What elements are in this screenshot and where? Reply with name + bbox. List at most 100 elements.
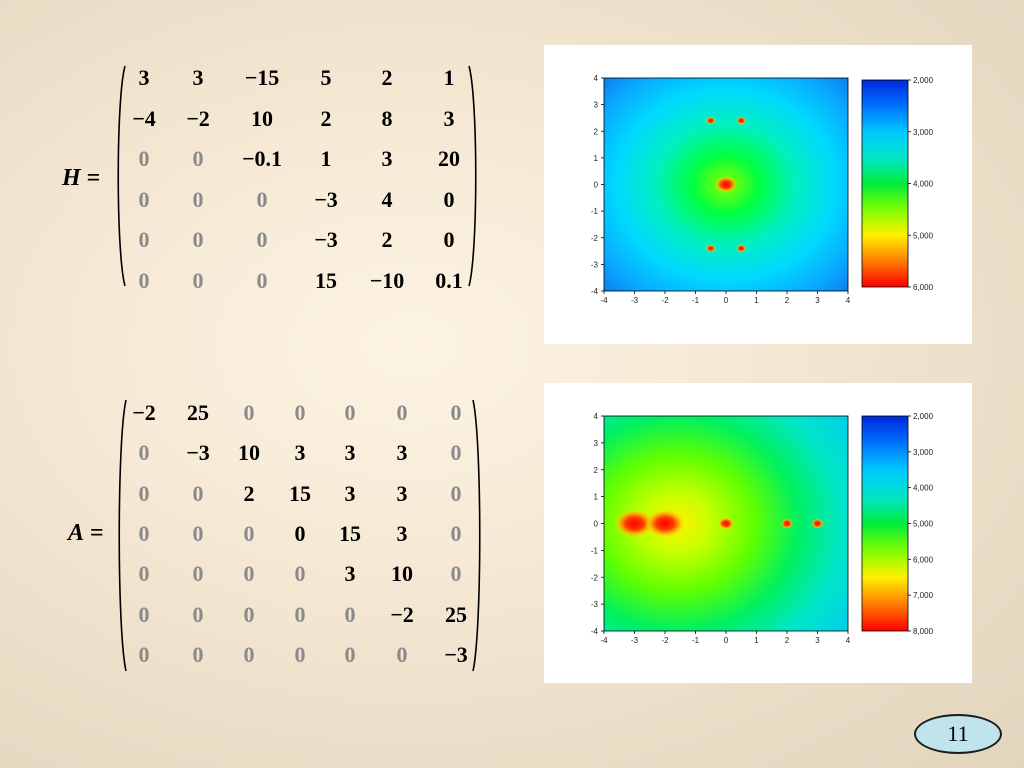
colorbar-label: 3,000 — [913, 128, 934, 137]
matrix-cell: 15 — [315, 268, 337, 293]
colorbar-label: 4,000 — [913, 484, 934, 493]
x-tick-label: -4 — [600, 296, 608, 305]
heatmap-chart-h: -4 -3 -2 -1 0 1 2 3 4 4 3 2 1 0 -1 -2 -3 -4 2,000 3,000 4,00… — [591, 74, 934, 305]
matrix-cell: 0 — [138, 601, 150, 627]
x-tick-label: 0 — [724, 296, 729, 305]
matrix-cell: 0 — [344, 641, 356, 667]
x-tick-label: 2 — [785, 296, 790, 305]
matrix-cell: 3 — [396, 480, 408, 506]
matrix-cell: 0 — [138, 520, 150, 546]
heatmap-peak — [811, 518, 824, 529]
matrix-cell: 0 — [256, 227, 268, 253]
colorbar — [861, 415, 909, 632]
matrix-cell: 0 — [256, 186, 268, 212]
x-tick-label: 3 — [815, 296, 820, 305]
y-tick-label: 1 — [594, 493, 599, 502]
matrix-cell: 0 — [450, 480, 462, 506]
matrix-cell: 10 — [251, 105, 273, 131]
matrix-cell: 0 — [443, 186, 455, 212]
equals-sign: = — [84, 520, 104, 546]
colorbar-label: 8,000 — [913, 627, 934, 636]
x-tick-label: 3 — [815, 636, 820, 645]
matrix-cell: 1 — [320, 146, 332, 172]
matrix-cell: 0 — [192, 601, 204, 627]
y-tick-label: -2 — [591, 573, 599, 582]
matrix-cell: −2 — [132, 400, 156, 425]
matrix-cell: 0 — [138, 561, 150, 587]
matrix-cell: 3 — [138, 65, 150, 90]
heatmap-peak — [781, 518, 793, 529]
heatmap-peak — [705, 244, 716, 253]
right-parenthesis — [472, 399, 481, 672]
y-tick-label: 3 — [594, 101, 599, 110]
matrix-cell: 0 — [138, 641, 150, 667]
matrix-cell: 5 — [320, 65, 332, 90]
y-tick-label: -1 — [591, 207, 599, 216]
matrix-variable: A — [68, 520, 85, 546]
x-tick-label: 2 — [785, 636, 790, 645]
colorbar-label: 2,000 — [913, 412, 934, 421]
colorbar-label: 6,000 — [913, 555, 934, 564]
x-tick-label: -1 — [692, 636, 700, 645]
matrix-cell: 0 — [243, 561, 255, 587]
matrix-cell: 25 — [187, 400, 209, 425]
colorbar-label: 5,000 — [913, 231, 934, 240]
heatmap-peak — [718, 517, 734, 530]
matrix-cell: 15 — [339, 520, 361, 546]
matrix-cell: 0 — [192, 641, 204, 667]
page-number: 11 — [947, 721, 969, 746]
matrix-cell: 2 — [243, 480, 255, 506]
matrix-cell: −4 — [132, 105, 156, 131]
heatmap-panel-h: -4 -3 -2 -1 0 1 2 3 4 4 3 2 1 0 -1 -2 -3 -4 2,000 3,000 4,00… — [544, 45, 972, 344]
colorbar-label: 7,000 — [913, 591, 934, 600]
matrix-cell: 0 — [344, 400, 356, 425]
heatmap-peak — [736, 116, 747, 125]
matrix-cell: 0 — [192, 227, 204, 253]
matrix-cell: 3 — [344, 480, 356, 506]
equals-sign: = — [80, 165, 101, 191]
matrix-cell: 0 — [138, 268, 150, 293]
matrix-cell: 0 — [294, 601, 306, 627]
matrix-cell: 20 — [438, 146, 460, 172]
matrix-cell: 0 — [344, 601, 356, 627]
x-tick-label: 0 — [724, 636, 729, 645]
matrix-cell: −2 — [390, 601, 414, 627]
colorbar-label: 3,000 — [913, 448, 934, 457]
matrix-cell: 0 — [192, 186, 204, 212]
matrix-cell: 0 — [138, 480, 150, 506]
matrix-cell: 0 — [192, 146, 204, 172]
matrix-cell: 3 — [381, 146, 393, 172]
x-tick-label: -3 — [631, 296, 639, 305]
y-tick-label: -4 — [591, 287, 599, 296]
matrix-cell: −10 — [369, 268, 405, 293]
heatmap-peak — [736, 244, 747, 253]
matrix-cell: 0 — [243, 601, 255, 627]
y-tick-label: 0 — [594, 181, 599, 190]
matrix-cell: 2 — [320, 105, 332, 131]
matrix-cell: 0 — [138, 440, 150, 466]
heatmap-panel-a: -4 -3 -2 -1 0 1 2 3 4 4 3 2 1 0 -1 -2 -3 -4 2,000 3,000 4,00… — [544, 383, 972, 683]
heatmap-peak — [705, 116, 716, 125]
y-tick-label: 4 — [594, 74, 599, 83]
matrix-cell: 10 — [391, 561, 413, 587]
matrix-cell: 0 — [192, 520, 204, 546]
matrix-cell: 0.1 — [435, 268, 463, 293]
y-tick-label: -2 — [591, 234, 599, 243]
matrix-cell: 25 — [445, 601, 467, 627]
heatmap-peak — [715, 176, 737, 193]
y-tick-label: -4 — [591, 627, 599, 636]
colorbar-label: 4,000 — [913, 180, 934, 189]
colorbar-label: 5,000 — [913, 520, 934, 529]
left-parenthesis — [118, 399, 127, 672]
matrix-cell: −3 — [444, 641, 468, 667]
matrix-cell: 3 — [344, 561, 356, 587]
matrix-cell: 3 — [344, 440, 356, 466]
x-tick-label: -2 — [661, 636, 669, 645]
x-tick-label: -4 — [600, 636, 608, 645]
page-number-badge: 11 — [914, 714, 1002, 754]
matrix-label-h: H = — [62, 165, 100, 192]
matrix-cell: −3 — [186, 440, 210, 466]
matrix-cell: 0 — [138, 227, 150, 253]
matrix-cell: 0 — [294, 641, 306, 667]
